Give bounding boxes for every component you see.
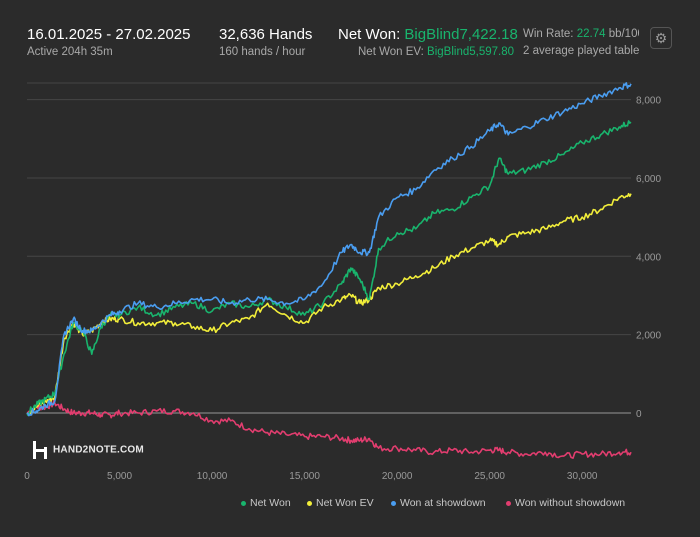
average-tables: 2 average played tables bbox=[523, 45, 639, 57]
net-won-label: Net Won: bbox=[338, 26, 401, 43]
grid bbox=[27, 82, 631, 414]
legend-won-at-showdown-label: Won at showdown bbox=[400, 497, 486, 509]
legend-won-without-showdown-label: Won without showdown bbox=[515, 497, 626, 509]
y-tick-label: 4,000 bbox=[636, 252, 661, 263]
x-tick-label: 5,000 bbox=[107, 471, 132, 482]
series-line-net-won-ev bbox=[26, 192, 632, 416]
x-tick-label: 0 bbox=[24, 471, 30, 482]
x-tick-label: 20,000 bbox=[382, 471, 413, 482]
hands-per-hour: 160 hands / hour bbox=[219, 46, 306, 58]
net-won-ev: Net Won EV: BigBlind5,597.80 bbox=[358, 46, 514, 58]
hand2note-logo-icon bbox=[33, 441, 47, 459]
x-tick-label: 10,000 bbox=[197, 471, 228, 482]
x-tick-label: 25,000 bbox=[474, 471, 505, 482]
net-won: Net Won: BigBlind7,422.18 bbox=[338, 26, 518, 43]
legend-net-won[interactable]: Net Won bbox=[241, 497, 291, 509]
legend-net-won-ev-label: Net Won EV bbox=[316, 497, 374, 509]
net-won-ev-value: BigBlind5,597.80 bbox=[427, 46, 515, 58]
legend-won-at-showdown[interactable]: Won at showdown bbox=[391, 497, 486, 509]
win-rate-value: 22.74 bbox=[576, 28, 606, 40]
y-tick-label: 6,000 bbox=[636, 174, 661, 185]
y-tick-label: 2,000 bbox=[636, 331, 661, 342]
legend-net-won-ev-marker bbox=[307, 500, 312, 506]
series-line-won-without-showdown bbox=[26, 399, 632, 459]
series-line-net-won bbox=[26, 120, 632, 416]
net-won-value: BigBlind7,422.18 bbox=[404, 26, 518, 43]
hand2note-logo-text: HAND2NOTE.COM bbox=[53, 444, 144, 456]
legend-net-won-label: Net Won bbox=[250, 497, 291, 509]
hand2note-logo: HAND2NOTE.COM bbox=[33, 441, 144, 459]
x-tick-label: 15,000 bbox=[289, 471, 320, 482]
axis-ticks: 0 2,000 4,000 6,000 8,000 0 5,000 10,000 15,000 2… bbox=[24, 96, 661, 482]
net-won-ev-label: Net Won EV: bbox=[358, 46, 424, 58]
series-line-won-at-showdown bbox=[26, 82, 632, 417]
legend-net-won-ev[interactable]: Net Won EV bbox=[307, 497, 374, 509]
date-range: 16.01.2025 - 27.02.2025 bbox=[27, 26, 191, 43]
y-tick-label: 8,000 bbox=[636, 96, 661, 107]
hands-count: 32,636 Hands bbox=[219, 26, 313, 43]
series-lines bbox=[26, 82, 632, 459]
legend-won-at-showdown-marker bbox=[391, 500, 396, 506]
x-tick-label: 30,000 bbox=[567, 471, 598, 482]
win-rate-label: Win Rate: bbox=[523, 28, 574, 40]
y-tick-label: 0 bbox=[636, 409, 642, 420]
win-rate: Win Rate: 22.74 bb/100 bbox=[523, 28, 639, 40]
legend-net-won-marker bbox=[241, 500, 246, 506]
legend-won-without-showdown-marker bbox=[506, 500, 511, 506]
active-time: Active 204h 35m bbox=[27, 46, 113, 58]
gear-icon[interactable]: ⚙ bbox=[650, 27, 672, 49]
win-rate-unit: bb/100 bbox=[608, 28, 639, 40]
legend-won-without-showdown[interactable]: Won without showdown bbox=[506, 497, 625, 509]
